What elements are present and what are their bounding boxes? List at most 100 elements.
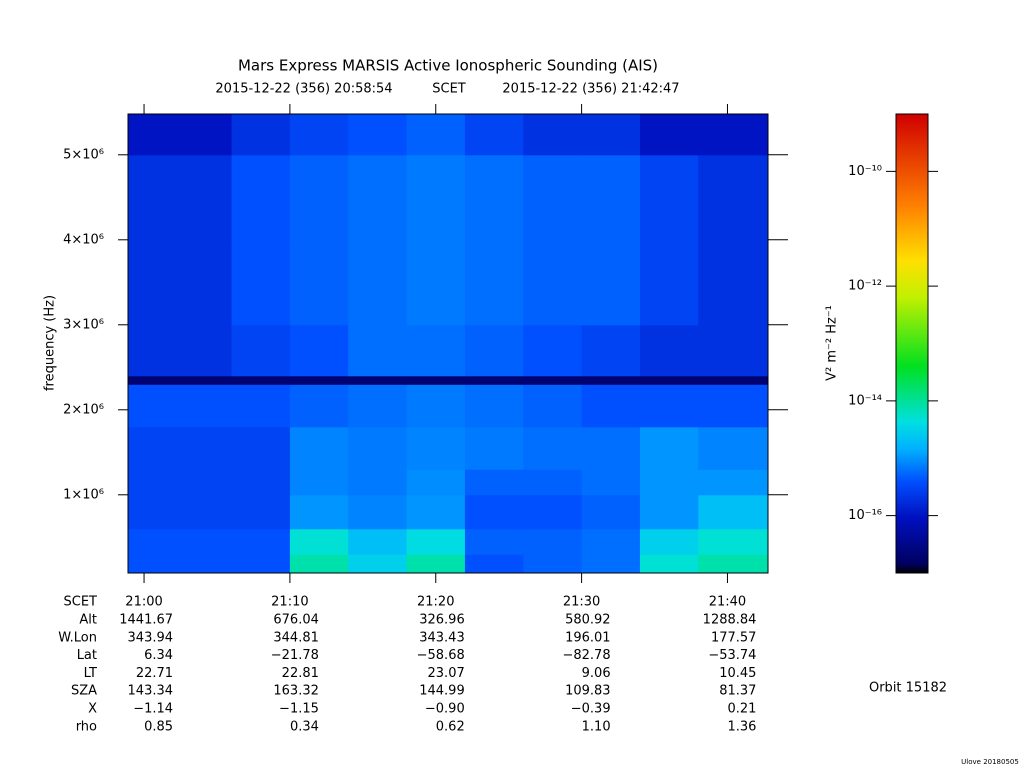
heatmap-cell [406,426,466,470]
ephemeris-label: SZA [71,684,97,699]
heatmap-cell [639,554,699,574]
heatmap-cell [173,494,233,530]
heatmap-cell [639,494,699,530]
heatmap-cell [464,239,524,326]
heatmap-cell [289,554,349,574]
heatmap-cell [639,375,699,385]
heatmap-cell [639,426,699,470]
heatmap-cell [581,375,641,385]
heatmap-cell [173,469,233,496]
heatmap-cell [289,324,349,377]
ephemeris-value: 676.04 [273,613,319,628]
heatmap-cell [406,554,466,574]
heatmap-cell [406,375,466,385]
ephemeris-value: 109.83 [565,684,611,699]
heatmap-cell [231,114,291,156]
ephemeris-value: 81.37 [719,684,756,699]
heatmap-cell [128,324,174,377]
colorbar-tick-label: 10⁻¹² [848,279,882,294]
heatmap-cell [128,375,174,385]
ephemeris-value: 326.96 [419,613,465,628]
heatmap-cell [173,384,233,428]
heatmap-cell [231,528,291,555]
plot-frame [127,113,769,574]
colorbar [895,113,929,574]
heatmap-cell [639,239,699,326]
ephemeris-value: −82.78 [562,648,610,663]
y-tick-label: 2×10⁶ [63,402,104,417]
heatmap-cell [523,494,583,530]
heatmap-cell [698,375,769,385]
ephemeris-value: 1.36 [727,719,756,734]
heatmap-cell [348,469,408,496]
ephemeris-value: 196.01 [565,630,611,645]
heatmap-cell [464,384,524,428]
heatmap-cell [464,324,524,377]
heatmap-cell [348,554,408,574]
heatmap-cell [581,469,641,496]
ephemeris-value: 0.34 [290,719,319,734]
heatmap-cell [128,469,174,496]
heatmap-cell [523,384,583,428]
ephemeris-value: 144.99 [419,684,465,699]
ephemeris-label: Lat [77,648,97,663]
ephemeris-value: 22.81 [282,666,319,681]
ephemeris-value: 343.94 [128,630,174,645]
orbit-label: Orbit 15182 [869,681,947,696]
ephemeris-label: SCET [64,595,98,610]
ephemeris-value: 177.57 [711,630,757,645]
heatmap-cell [128,114,174,156]
ephemeris-value: 1.10 [582,719,611,734]
heatmap-cell [523,426,583,470]
heatmap-cell [173,114,233,156]
ephemeris-value: 23.07 [428,666,465,681]
ephemeris-value: 22.71 [136,666,173,681]
colorbar-tick-label: 10⁻¹⁶ [848,508,882,523]
subtitle-start: 2015-12-22 (356) 20:58:54 [215,82,392,97]
ephemeris-value: 10.45 [719,666,756,681]
heatmap-cell [406,384,466,428]
heatmap-cell [523,375,583,385]
ephemeris-label: LT [84,666,97,681]
y-tick-label: 5×10⁶ [63,147,104,162]
heatmap-cell [698,114,769,156]
heatmap-cell [406,324,466,377]
ephemeris-value: 580.92 [565,613,611,628]
x-tick-label: 21:40 [709,595,746,610]
heatmap-cell [464,494,524,530]
chart-title: Mars Express MARSIS Active Ionospheric S… [238,57,658,75]
heatmap-cell [698,494,769,530]
heatmap-cell [348,239,408,326]
heatmap-cell [348,528,408,555]
x-tick-label: 21:10 [271,595,308,610]
heatmap-cell [128,154,174,241]
heatmap-cell [698,384,769,428]
heatmap-cell [581,114,641,156]
heatmap-cell [523,239,583,326]
ephemeris-value: −21.78 [271,648,319,663]
heatmap-cell [523,554,583,574]
subtitle-mid: SCET [432,82,466,97]
heatmap-cell [698,469,769,496]
heatmap-cell [289,469,349,496]
y-axis-label: frequency (Hz) [43,295,58,391]
heatmap-cell [289,114,349,156]
heatmap-cell [128,239,174,326]
ephemeris-value: −1.14 [133,702,173,717]
ephemeris-label: Alt [79,613,97,628]
ephemeris-value: −1.15 [279,702,319,717]
heatmap-cell [173,375,233,385]
heatmap-cell [348,324,408,377]
ephemeris-value: 1441.67 [119,613,173,628]
y-tick-label: 3×10⁶ [63,317,104,332]
ephemeris-value: −0.39 [571,702,611,717]
heatmap-cell [289,494,349,530]
heatmap-cell [406,154,466,241]
heatmap-cell [128,554,174,574]
x-tick-label: 21:00 [125,595,162,610]
ephemeris-label: X [88,702,97,717]
heatmap-cell [128,426,174,470]
ephemeris-value: 0.21 [727,702,756,717]
heatmap-cell [581,528,641,555]
heatmap-cell [698,239,769,326]
